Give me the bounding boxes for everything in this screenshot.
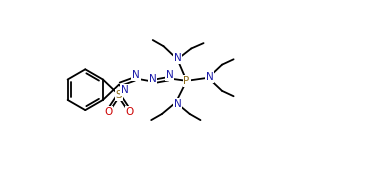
Text: N: N <box>132 70 140 81</box>
Text: N: N <box>174 99 181 109</box>
Text: S: S <box>116 90 122 100</box>
Text: N: N <box>174 53 181 63</box>
Text: P: P <box>184 76 190 86</box>
Text: O: O <box>104 107 112 117</box>
Text: N: N <box>206 72 214 82</box>
Text: O: O <box>126 107 134 117</box>
Text: N: N <box>121 85 129 95</box>
Text: N: N <box>149 74 157 83</box>
Text: N: N <box>166 70 174 81</box>
